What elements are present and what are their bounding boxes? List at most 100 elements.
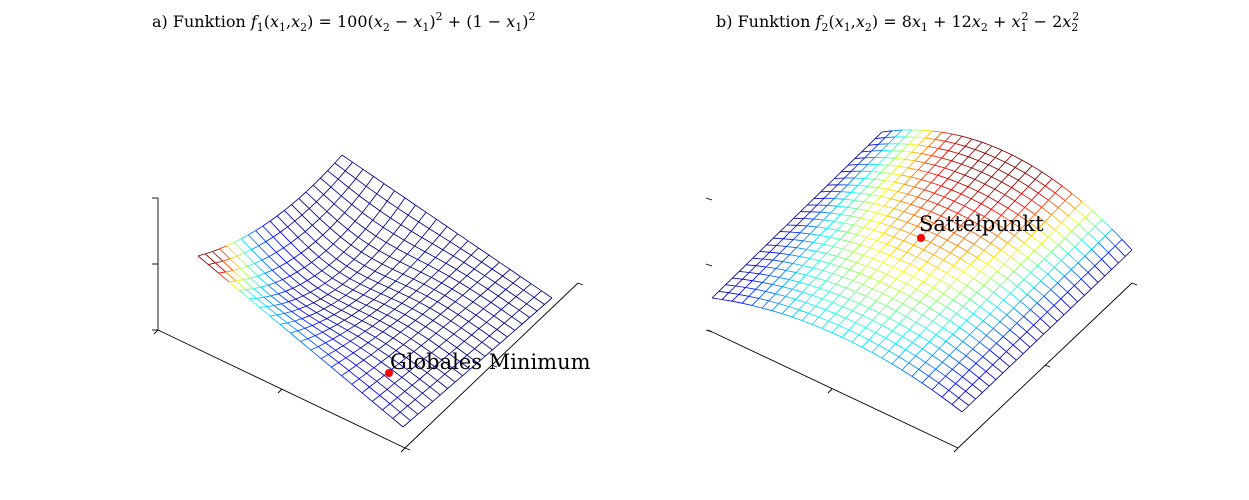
mesh-line xyxy=(894,181,905,185)
mesh-line xyxy=(251,245,259,250)
mesh-line xyxy=(1054,185,1063,194)
mesh-line xyxy=(933,247,941,255)
mesh-line xyxy=(1027,214,1036,222)
mesh-line xyxy=(439,226,448,236)
mesh-line xyxy=(1050,320,1058,329)
mesh-line xyxy=(288,298,297,303)
mesh-line xyxy=(874,178,885,181)
mesh-line xyxy=(932,313,940,322)
mesh-line xyxy=(992,328,1004,337)
mesh-line xyxy=(933,254,944,261)
mesh-line xyxy=(426,372,438,381)
mesh-line xyxy=(904,158,915,162)
mesh-line xyxy=(372,320,381,327)
mesh-line xyxy=(483,308,495,317)
mesh-line xyxy=(886,266,894,275)
mesh-line xyxy=(842,269,850,278)
mesh-line xyxy=(880,189,888,197)
mesh-line xyxy=(745,280,753,288)
mesh-line xyxy=(795,265,804,273)
mesh-line xyxy=(918,369,930,377)
mesh-line xyxy=(828,313,836,322)
mesh-line xyxy=(392,418,404,428)
mesh-line xyxy=(1048,199,1059,209)
mesh-line xyxy=(385,337,394,345)
mesh-line xyxy=(987,196,999,203)
mesh-line xyxy=(836,248,844,257)
mesh-line xyxy=(239,268,251,279)
mesh-line xyxy=(833,220,844,224)
mesh-line xyxy=(315,241,327,252)
mesh-line xyxy=(463,334,472,342)
mesh-line xyxy=(838,317,846,326)
mesh-line xyxy=(959,292,971,300)
mesh-line xyxy=(330,299,339,306)
mesh-line xyxy=(995,157,1006,163)
mesh-line xyxy=(977,183,986,192)
mesh-line xyxy=(912,342,923,350)
mesh-line xyxy=(963,230,972,239)
mesh-line xyxy=(307,338,319,347)
mesh-line xyxy=(893,266,904,272)
mesh-line xyxy=(958,390,966,399)
mesh-line xyxy=(357,272,368,279)
mesh-line xyxy=(908,136,916,145)
mesh-line xyxy=(861,339,870,348)
mesh-line xyxy=(413,278,425,285)
mesh-line xyxy=(1047,266,1055,275)
mesh-line xyxy=(484,268,493,277)
mesh-line xyxy=(256,297,268,308)
mesh-line xyxy=(845,280,854,289)
mesh-line xyxy=(853,251,864,256)
mesh-line xyxy=(1044,178,1053,187)
mesh-line xyxy=(898,316,907,324)
mesh-line xyxy=(290,237,299,244)
mesh-line xyxy=(257,275,269,286)
mesh-line xyxy=(832,239,841,247)
mesh-line xyxy=(285,290,297,300)
mesh-line xyxy=(411,230,423,238)
mesh-line xyxy=(469,281,478,290)
mesh-line xyxy=(328,349,336,355)
mesh-line xyxy=(826,253,837,257)
mesh-line xyxy=(954,193,962,202)
mesh-line xyxy=(407,405,419,415)
mesh-line xyxy=(383,303,395,310)
mesh-line xyxy=(1054,260,1062,268)
mesh-line xyxy=(360,342,369,349)
mesh-line xyxy=(341,375,353,385)
mesh-line xyxy=(917,169,929,173)
mesh-line xyxy=(837,177,845,186)
mesh-line xyxy=(276,312,285,316)
mesh-line xyxy=(298,305,307,310)
mesh-line xyxy=(941,185,952,191)
mesh-line xyxy=(257,272,266,277)
mesh-line xyxy=(798,302,806,311)
mesh-line xyxy=(937,234,948,241)
panel-a-y-tick xyxy=(404,447,411,451)
mesh-line xyxy=(1061,185,1073,194)
mesh-line xyxy=(226,245,238,257)
mesh-line xyxy=(857,178,865,186)
mesh-line xyxy=(429,380,438,388)
mesh-line xyxy=(1020,300,1031,311)
mesh-line xyxy=(394,376,403,384)
mesh-line xyxy=(916,281,924,290)
mesh-line xyxy=(414,237,423,247)
mesh-line xyxy=(393,233,405,241)
mesh-line xyxy=(341,370,350,377)
mesh-line xyxy=(1033,318,1041,326)
mesh-line xyxy=(836,229,847,233)
mesh-line xyxy=(410,338,422,346)
mesh-line xyxy=(411,378,420,386)
mesh-line xyxy=(962,334,970,342)
mesh-line xyxy=(872,312,880,321)
mesh-line xyxy=(1034,178,1046,187)
mesh-line xyxy=(927,192,935,201)
mesh-line xyxy=(844,170,852,179)
mesh-line xyxy=(352,289,364,296)
mesh-line xyxy=(369,315,380,322)
mesh-line xyxy=(520,276,532,285)
mesh-line xyxy=(892,298,903,304)
mesh-line xyxy=(440,313,452,322)
